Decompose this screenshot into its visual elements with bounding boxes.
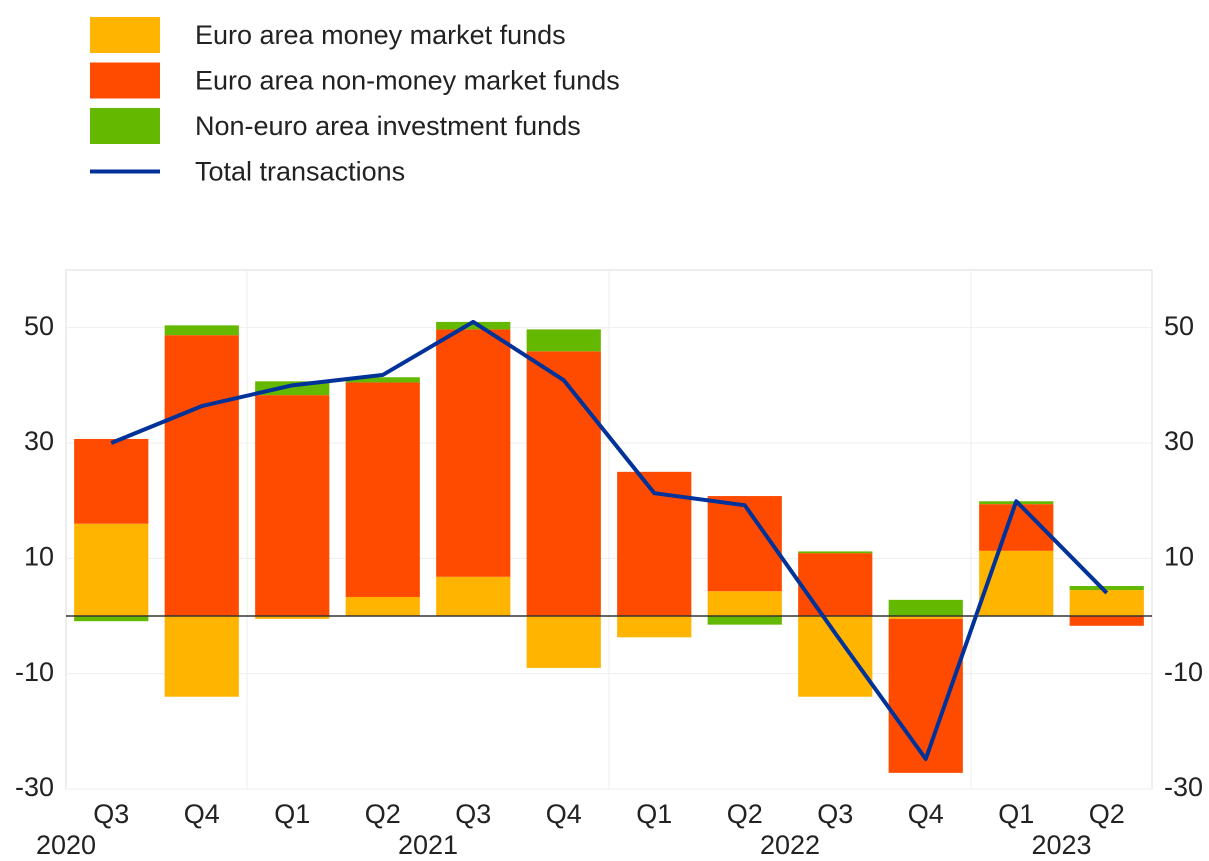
bar-segment (979, 550, 1054, 616)
x-tick-label: Q4 (546, 799, 582, 829)
y2-tick-label: -30 (1164, 772, 1203, 802)
x-tick-label: Q1 (998, 799, 1034, 829)
bar-segment (345, 382, 420, 597)
bar-segment (707, 616, 782, 625)
bar-segment (617, 616, 692, 638)
bar-segment (345, 377, 420, 383)
bar-segment (798, 616, 873, 697)
y-tick-label: -10 (15, 657, 54, 687)
bar-segment (526, 329, 601, 352)
bar-segment (74, 523, 149, 616)
y2-tick-label: 30 (1164, 426, 1194, 456)
bar-segment (526, 616, 601, 668)
bar-segment (888, 618, 963, 773)
bar-segment (255, 616, 330, 619)
legend-label: Euro area non-money market funds (195, 66, 620, 96)
bar-segment (164, 616, 239, 697)
legend-swatch (90, 108, 160, 144)
legend-swatch (90, 62, 160, 99)
legend-label: Total transactions (195, 157, 405, 187)
x-tick-label: Q4 (908, 799, 944, 829)
x-tick-label: Q1 (636, 799, 672, 829)
x-tick-label: Q3 (455, 799, 491, 829)
total-line (110, 319, 1109, 762)
x-tick-label: Q2 (727, 799, 763, 829)
legend-label: Euro area money market funds (195, 20, 566, 50)
bar-segment (798, 553, 873, 616)
y-tick-label: 50 (24, 311, 54, 341)
bar-segment (1069, 616, 1144, 626)
x-tick-label: Q2 (1089, 799, 1125, 829)
bar-segment (164, 335, 239, 616)
bar-segment (888, 599, 963, 616)
y-tick-label: 10 (24, 541, 54, 571)
x-tick-label: Q4 (184, 799, 220, 829)
x-tick-label: Q3 (817, 799, 853, 829)
bar-segment (345, 596, 420, 616)
x-tick-label: Q1 (274, 799, 310, 829)
y-tick-label: 30 (24, 426, 54, 456)
bar-segment (74, 438, 149, 524)
x-tick-label: Q3 (93, 799, 129, 829)
year-label: 2022 (760, 830, 820, 860)
bar-segment (436, 321, 511, 330)
bar-segment (707, 591, 782, 616)
bar-segment (888, 616, 963, 619)
year-label: 2023 (1031, 830, 1091, 860)
bar-segment (436, 329, 511, 577)
bar-segment (526, 351, 601, 616)
bar-segment (255, 395, 330, 616)
bar-segment (1069, 586, 1144, 591)
y2-tick-label: 50 (1164, 311, 1194, 341)
y2-tick-label: 10 (1164, 541, 1194, 571)
legend-label: Non-euro area investment funds (195, 111, 581, 141)
bar-segment (164, 325, 239, 336)
year-label: 2020 (36, 830, 96, 860)
legend-swatch (90, 17, 160, 53)
bar-segment (74, 616, 149, 622)
bar-segment (436, 576, 511, 616)
bar-segment (798, 551, 873, 554)
x-tick-label: Q2 (365, 799, 401, 829)
year-label: 2021 (398, 830, 458, 860)
y2-tick-label: -10 (1164, 657, 1203, 687)
bar-segment (1069, 590, 1144, 616)
y-tick-label: -30 (15, 772, 54, 802)
